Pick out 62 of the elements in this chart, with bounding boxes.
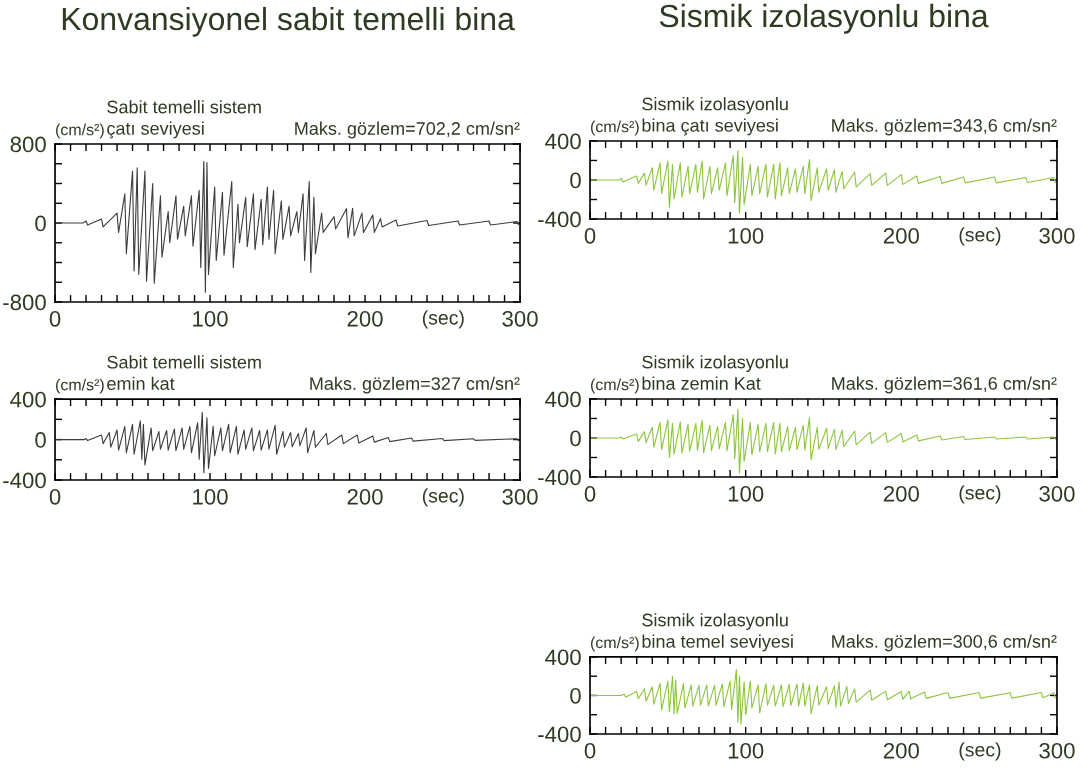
chart-subtitle: Sabit temelli sistem emin kat [107, 355, 261, 390]
y-tick-label: -400 [3, 472, 46, 489]
x-tick-label: 0 [584, 485, 596, 502]
x-axis-title: (sec) [422, 310, 464, 329]
y-tick-label: 0 [35, 432, 46, 448]
text: Maks. gözlem=300,6 cm/sn² [832, 634, 1057, 652]
y-axis-title: (cm/s²) [56, 123, 104, 139]
line-series [590, 408, 1056, 474]
x-tick-label: 100 [193, 488, 228, 505]
y-tick-label: 400 [545, 133, 581, 150]
x-axis-title: (sec) [959, 227, 1001, 246]
y-axis-title: (cm/s²) [591, 120, 639, 136]
chart-title: Sismik izolasyonlu bina [659, 3, 989, 34]
x-tick-label: 0 [584, 742, 596, 759]
x-tick-label: 200 [883, 485, 919, 502]
text: Maks. gözlem=702,2 cm/sn² [295, 121, 520, 139]
line-series [590, 668, 1056, 725]
x-tick-label: 0 [49, 488, 61, 505]
y-tick-label: 400 [10, 391, 46, 408]
x-tick-label: 300 [1039, 742, 1075, 759]
chart-subtitle: Sabit temelli sistem çatı seviyesi [107, 100, 261, 139]
y-tick-label: -400 [538, 211, 581, 228]
y-tick-label: 800 [10, 136, 46, 153]
y-tick-label: -400 [538, 469, 581, 486]
chart-subtitle: Sismik izolasyonlu bina çatı seviyesi [642, 97, 788, 136]
text: Maks. gözlem=343,6 cm/sn² [832, 118, 1057, 136]
x-tick-label: 0 [584, 227, 596, 244]
y-tick-label: -800 [3, 294, 46, 311]
y-tick-label: 400 [545, 391, 581, 408]
x-axis-title: (sec) [422, 488, 464, 507]
x-tick-label: 300 [1039, 485, 1075, 502]
x-axis-title: (sec) [959, 742, 1001, 761]
x-tick-label: 0 [49, 310, 61, 327]
line-series [55, 411, 520, 474]
x-tick-label: 300 [1039, 227, 1075, 244]
y-axis-title: (cm/s²) [591, 378, 639, 394]
chart-subtitle: Sismik izolasyonlu bina temel seviyesi [642, 613, 793, 652]
x-tick-label: 100 [728, 742, 764, 759]
x-tick-label: 300 [502, 488, 538, 505]
y-tick-label: 400 [545, 649, 581, 666]
y-tick-label: 0 [35, 215, 46, 232]
line-series [590, 150, 1056, 214]
line-series [55, 160, 520, 293]
chart-subtitle: Sismik izolasyonlu bina zemin Kat [642, 355, 788, 390]
x-tick-label: 100 [728, 485, 764, 502]
x-axis-title: (sec) [959, 485, 1001, 504]
y-tick-label: -400 [538, 726, 581, 743]
x-tick-label: 200 [883, 227, 919, 244]
x-tick-label: 200 [883, 742, 919, 759]
x-tick-label: 200 [347, 310, 383, 327]
y-tick-label: 0 [570, 172, 581, 189]
y-axis-title: (cm/s²) [591, 636, 639, 652]
x-tick-label: 100 [193, 310, 228, 327]
x-tick-label: 200 [347, 488, 383, 505]
x-tick-label: 100 [728, 227, 764, 244]
x-tick-label: 300 [502, 310, 538, 327]
y-axis-title: (cm/s²) [56, 378, 104, 394]
y-tick-label: 0 [570, 687, 581, 704]
y-tick-label: 0 [570, 430, 581, 447]
chart-title: Konvansiyonel sabit temelli bina [62, 6, 515, 37]
text: Maks. gözlem=361,6 cm/sn² [832, 376, 1057, 394]
text: Maks. gözlem=327 cm/sn² [310, 376, 520, 394]
